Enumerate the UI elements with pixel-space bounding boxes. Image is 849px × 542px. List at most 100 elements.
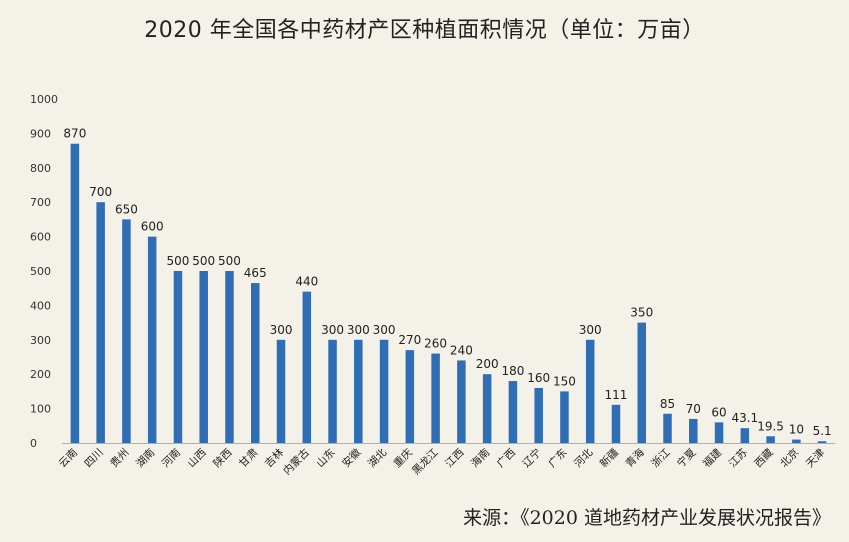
chart-title: 2020 年全国各中药材产区种植面积情况（单位：万亩） (144, 18, 705, 43)
data-label: 111 (605, 388, 628, 402)
data-label: 10 (789, 423, 804, 437)
data-label: 300 (347, 323, 370, 337)
data-label: 440 (295, 275, 318, 289)
category-label: 甘肃 (236, 446, 260, 470)
data-label: 5.1 (813, 424, 832, 438)
data-label: 180 (501, 364, 524, 378)
data-label: 60 (711, 405, 726, 419)
bar (457, 360, 466, 443)
bar (302, 291, 312, 443)
category-label: 山西 (186, 447, 209, 470)
category-label: 天津 (804, 446, 828, 470)
data-label: 200 (476, 357, 499, 371)
bar (534, 387, 543, 443)
category-label: 湖南 (133, 446, 157, 470)
bar (585, 339, 595, 443)
category-label: 陕西 (211, 446, 235, 470)
category-label: 辽宁 (520, 446, 544, 470)
data-label: 300 (321, 323, 344, 337)
y-tick-label: 1000 (30, 93, 58, 106)
category-label: 山东 (314, 446, 338, 470)
data-label: 350 (630, 306, 653, 320)
category-label: 河南 (159, 446, 183, 470)
data-label: 500 (218, 254, 241, 268)
bar (560, 391, 569, 443)
category-label: 江苏 (726, 446, 750, 470)
bar (405, 350, 415, 443)
data-label: 700 (89, 185, 112, 199)
data-label: 870 (63, 127, 86, 141)
data-label: 43.1 (731, 411, 758, 425)
bar (714, 422, 724, 443)
bar (122, 219, 131, 443)
category-label: 宁夏 (674, 446, 698, 470)
bar (817, 441, 827, 443)
category-label: 西藏 (752, 446, 776, 470)
category-label: 湖北 (366, 446, 390, 470)
y-tick-label: 900 (30, 127, 51, 140)
bar (689, 418, 698, 443)
source-note: 来源：《2020 道地药材产业发展状况报告》 (463, 507, 831, 529)
category-label: 青海 (623, 446, 647, 470)
category-label: 新疆 (597, 446, 621, 470)
bar (663, 413, 672, 443)
y-tick-label: 0 (30, 437, 37, 450)
category-label: 海南 (468, 446, 492, 470)
y-tick-label: 300 (30, 334, 51, 347)
category-label: 安徽 (339, 446, 363, 470)
bar (637, 322, 646, 443)
data-label: 85 (660, 397, 675, 411)
bar (251, 283, 260, 443)
data-label: 150 (553, 374, 576, 388)
y-tick-label: 600 (30, 231, 51, 244)
bar (379, 339, 389, 443)
category-label: 北京 (777, 446, 801, 470)
data-label: 650 (115, 202, 138, 216)
data-label: 600 (141, 220, 164, 234)
category-label: 浙江 (649, 446, 673, 470)
data-label: 465 (244, 266, 267, 280)
category-label: 黑龙江 (409, 446, 441, 478)
data-label: 19.5 (757, 419, 784, 433)
bar (328, 339, 337, 443)
y-tick-label: 400 (30, 299, 51, 312)
bar (147, 236, 157, 443)
bar (482, 374, 492, 443)
data-label: 270 (398, 333, 421, 347)
data-label: 500 (166, 254, 189, 268)
category-label: 江西 (443, 447, 466, 470)
bar (276, 339, 286, 443)
data-label: 160 (527, 371, 550, 385)
y-tick-label: 800 (30, 162, 51, 175)
bar (225, 271, 234, 443)
data-label: 240 (450, 343, 473, 357)
bar (173, 271, 183, 443)
data-label: 500 (192, 254, 215, 268)
y-tick-label: 200 (30, 368, 51, 381)
bar (354, 339, 363, 443)
y-tick-label: 700 (30, 196, 51, 209)
bar (70, 143, 80, 443)
bar (766, 436, 775, 443)
data-label: 300 (579, 323, 602, 337)
category-label: 河北 (572, 446, 596, 470)
category-label: 福建 (700, 446, 724, 470)
data-label: 70 (686, 402, 701, 416)
category-label: 内蒙古 (280, 446, 311, 477)
y-tick-label: 100 (30, 403, 51, 416)
bar (431, 353, 440, 443)
bar (199, 271, 208, 443)
bar (792, 439, 801, 443)
bar (740, 428, 750, 443)
data-label: 300 (373, 323, 396, 337)
data-label: 260 (424, 337, 447, 351)
data-label: 300 (270, 323, 293, 337)
bar (508, 381, 518, 443)
bar (611, 404, 621, 443)
category-label: 四川 (82, 447, 105, 470)
y-tick-label: 500 (30, 265, 51, 278)
category-label: 广东 (546, 446, 570, 470)
category-label: 贵州 (107, 446, 131, 470)
